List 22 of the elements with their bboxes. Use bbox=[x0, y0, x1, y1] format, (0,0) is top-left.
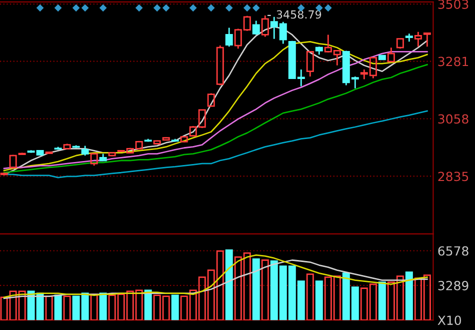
y-tick-label: 3503 bbox=[438, 0, 468, 9]
y-tick-label: 3281 bbox=[438, 56, 468, 66]
y-tick-label: 6578 bbox=[438, 246, 468, 256]
bar bbox=[252, 258, 260, 320]
bar bbox=[315, 280, 323, 320]
bar bbox=[63, 296, 71, 320]
bar bbox=[405, 271, 413, 320]
y-tick-label: X10 bbox=[438, 316, 462, 326]
bar bbox=[90, 294, 98, 320]
bar bbox=[261, 259, 269, 320]
bar bbox=[45, 296, 53, 320]
bar bbox=[306, 273, 314, 320]
y-tick-label: 3058 bbox=[438, 114, 468, 124]
bar bbox=[144, 290, 152, 320]
bar bbox=[54, 294, 62, 320]
bar bbox=[171, 294, 179, 320]
bar bbox=[99, 292, 107, 320]
annotation: 3458.79 bbox=[276, 10, 322, 19]
y-tick-label: 3289 bbox=[438, 280, 468, 290]
y-tick-label: 2835 bbox=[438, 172, 468, 182]
bar bbox=[378, 282, 386, 320]
bar bbox=[225, 249, 233, 320]
